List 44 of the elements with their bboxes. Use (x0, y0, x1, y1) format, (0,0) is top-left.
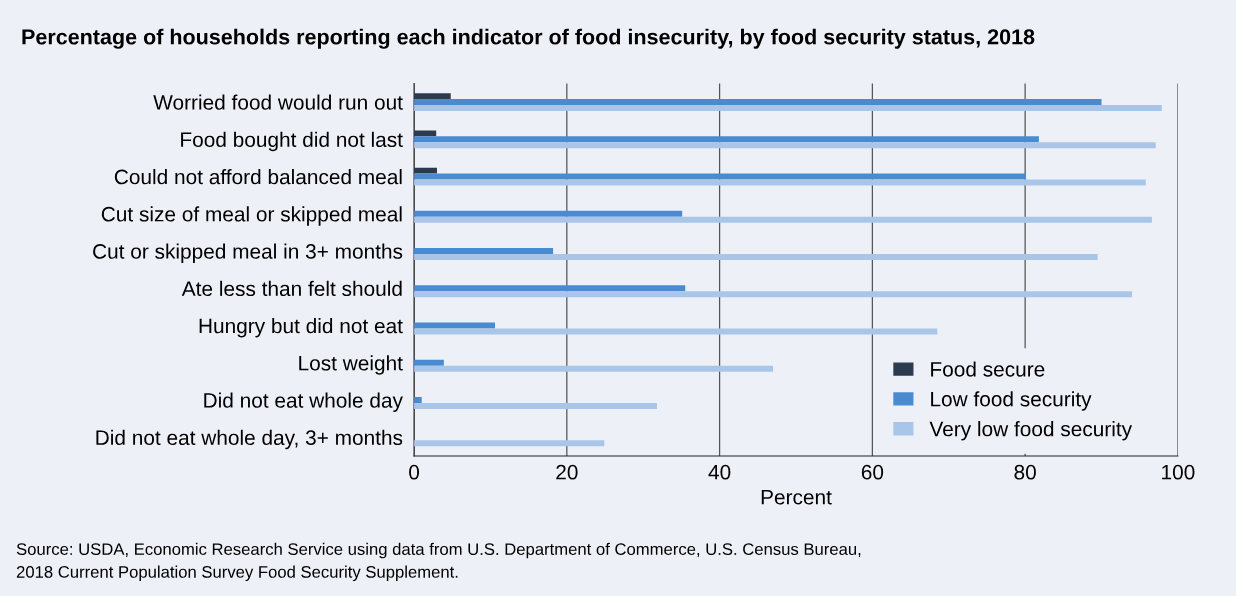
y-tick-label: Worried food would run out (153, 94, 403, 110)
bar (414, 322, 496, 329)
x-tick-label: 40 (708, 464, 731, 480)
bar (414, 403, 657, 410)
bar (414, 167, 437, 174)
chart-title: Percentage of households reporting each indicator of food insecurity, by food security status, 2018 (22, 28, 1035, 49)
x-tick-label: 100 (1162, 464, 1195, 480)
bar (414, 210, 683, 217)
source-note: Source: USDA, Economic Research Service using data from U.S. Department of Commerce, U.S. Census Bureau, 2018 Current Population Survey Food Security Supplement. (16, 542, 861, 582)
bar (414, 365, 774, 372)
bar (414, 173, 1026, 180)
bar (414, 328, 938, 335)
bar (414, 142, 1156, 149)
x-tick-label: 60 (861, 464, 884, 480)
bar (414, 136, 1039, 143)
y-tick-label: Lost weight (299, 355, 403, 375)
bar (414, 130, 437, 137)
y-tick-label: Could not afford balanced meal (114, 169, 402, 185)
x-tick-label: 0 (409, 464, 420, 480)
y-tick-label: Food bought did not last (181, 131, 403, 152)
bar (414, 397, 422, 404)
legend-label: Very low food security (929, 421, 1133, 441)
bar (414, 291, 1133, 298)
bar (414, 359, 444, 366)
y-tick-label: Did not eat whole day, 3+ months (96, 429, 403, 450)
bar (414, 254, 1098, 261)
bar (414, 440, 605, 447)
bar (414, 216, 1152, 223)
bar (414, 105, 1162, 112)
x-tick-label: 20 (556, 464, 578, 480)
bar (414, 93, 451, 100)
bar (414, 248, 554, 255)
y-tick-label: Cut or skipped meal in 3+ months (93, 243, 403, 263)
y-tick-label: Hungry but did not eat (199, 318, 403, 338)
bar (414, 285, 686, 292)
legend-label: Low food security (931, 391, 1092, 411)
x-tick-label: 80 (1014, 464, 1036, 480)
y-tick-label: Did not eat whole day (204, 392, 403, 412)
y-tick-label: Ate less than felt should (181, 280, 402, 297)
y-tick-label: Cut size of meal or skipped meal (101, 206, 402, 226)
x-axis-title: Percent (761, 490, 832, 505)
bar (414, 179, 1146, 186)
legend-label: Food secure (931, 361, 1045, 377)
bar (414, 99, 1102, 106)
